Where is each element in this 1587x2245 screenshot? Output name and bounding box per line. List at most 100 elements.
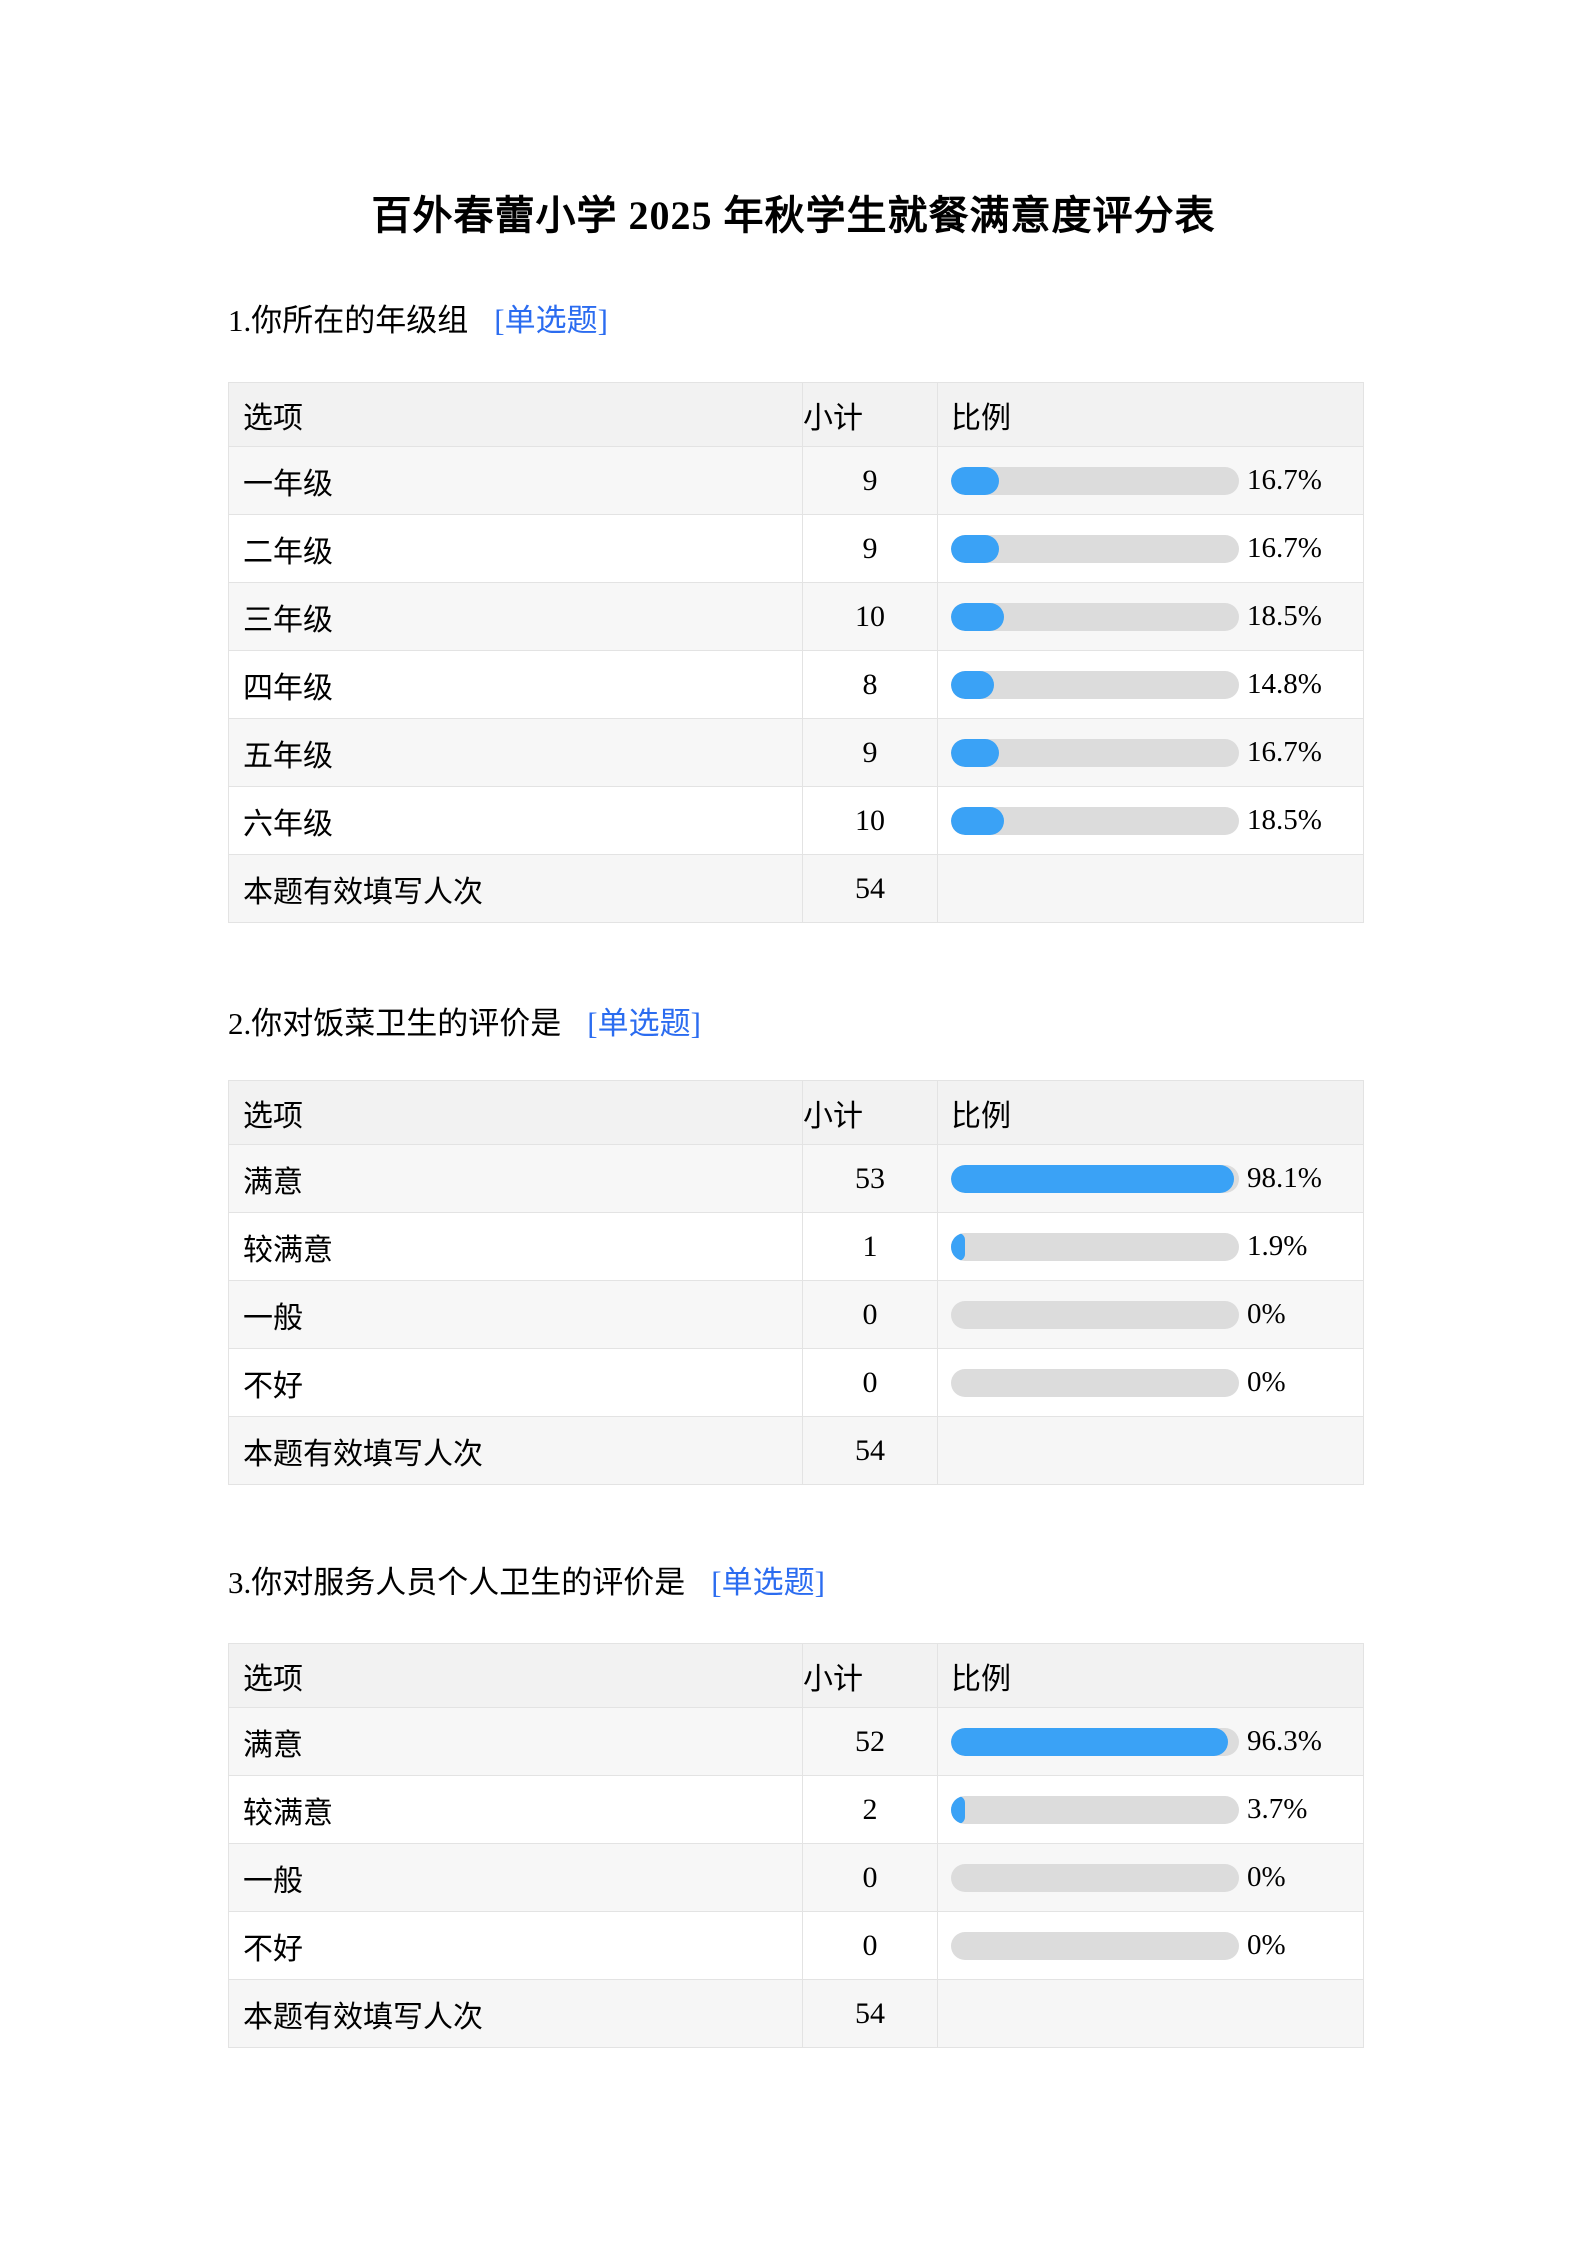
header-ratio: 比例	[937, 1643, 1364, 1708]
ratio-cell: 18.5%	[937, 582, 1364, 651]
count-value: 9	[802, 718, 938, 787]
header-option: 选项	[228, 1080, 803, 1145]
ratio-bar-track	[951, 1232, 1239, 1261]
ratio-bar-track	[951, 1368, 1239, 1397]
summary-ratio-empty-cell	[937, 1979, 1364, 2048]
option-label: 四年级	[228, 650, 803, 719]
option-label: 较满意	[228, 1212, 803, 1281]
table-row: 四年级 8 14.8%	[228, 650, 1364, 719]
header-count: 小计	[802, 382, 938, 447]
question-3-type-link[interactable]: [单选题]	[711, 1565, 825, 1600]
option-label: 较满意	[228, 1775, 803, 1844]
ratio-bar-fill	[951, 806, 1005, 835]
ratio-percent-label: 14.8%	[1247, 668, 1322, 700]
ratio-percent-label: 0%	[1247, 1861, 1286, 1893]
option-label: 一般	[228, 1280, 803, 1349]
table-row: 六年级 10 18.5%	[228, 786, 1364, 855]
table-row: 较满意 2 3.7%	[228, 1775, 1364, 1844]
question-2-title: 2.你对饭菜卫生的评价是	[228, 1006, 562, 1041]
ratio-bar-track	[951, 1164, 1239, 1193]
table-row: 不好 0 0%	[228, 1911, 1364, 1980]
table-summary-row: 本题有效填写人次 54	[228, 1979, 1364, 2048]
question-block-2: 2.你对饭菜卫生的评价是 [单选题] 选项 小计 比例 满意 53 98.1%	[228, 1003, 1364, 1485]
count-value: 9	[802, 514, 938, 583]
ratio-bar-track	[951, 466, 1239, 495]
table-row: 较满意 1 1.9%	[228, 1212, 1364, 1281]
table-row: 满意 52 96.3%	[228, 1707, 1364, 1776]
ratio-bar-fill	[951, 1795, 965, 1824]
question-block-1: 1.你所在的年级组 [单选题] 选项 小计 比例 一年级 9 16.7%	[228, 300, 1364, 923]
ratio-bar-fill	[951, 534, 1000, 563]
table-header-row: 选项 小计 比例	[228, 382, 1364, 447]
count-value: 9	[802, 446, 938, 515]
ratio-bar-track	[951, 1727, 1239, 1756]
summary-ratio-empty-cell	[937, 854, 1364, 923]
question-1-type-link[interactable]: [单选题]	[494, 303, 608, 338]
ratio-bar-track	[951, 1863, 1239, 1892]
ratio-cell: 0%	[937, 1348, 1364, 1417]
option-label: 三年级	[228, 582, 803, 651]
question-2-heading: 2.你对饭菜卫生的评价是 [单选题]	[228, 1003, 1363, 1045]
ratio-cell: 1.9%	[937, 1212, 1364, 1281]
summary-ratio-empty-cell	[937, 1416, 1364, 1485]
ratio-cell: 18.5%	[937, 786, 1364, 855]
ratio-percent-label: 16.7%	[1247, 532, 1322, 564]
ratio-percent-label: 98.1%	[1247, 1162, 1322, 1194]
count-value: 10	[802, 786, 938, 855]
option-label: 五年级	[228, 718, 803, 787]
header-count: 小计	[802, 1080, 938, 1145]
option-label: 满意	[228, 1707, 803, 1776]
ratio-bar-track	[951, 1300, 1239, 1329]
ratio-percent-label: 0%	[1247, 1298, 1286, 1330]
question-3-heading: 3.你对服务人员个人卫生的评价是 [单选题]	[228, 1562, 1363, 1604]
count-value: 8	[802, 650, 938, 719]
ratio-bar-fill	[951, 602, 1005, 631]
table-row: 二年级 9 16.7%	[228, 514, 1364, 583]
option-label: 六年级	[228, 786, 803, 855]
ratio-cell: 16.7%	[937, 514, 1364, 583]
ratio-percent-label: 18.5%	[1247, 600, 1322, 632]
ratio-percent-label: 18.5%	[1247, 804, 1322, 836]
summary-label: 本题有效填写人次	[228, 1416, 803, 1485]
option-label: 一般	[228, 1843, 803, 1912]
question-2-type-link[interactable]: [单选题]	[587, 1006, 701, 1041]
table-row: 五年级 9 16.7%	[228, 718, 1364, 787]
ratio-percent-label: 3.7%	[1247, 1793, 1308, 1825]
ratio-bar-track	[951, 738, 1239, 767]
count-value: 10	[802, 582, 938, 651]
ratio-percent-label: 16.7%	[1247, 464, 1322, 496]
option-label: 不好	[228, 1348, 803, 1417]
count-value: 1	[802, 1212, 938, 1281]
ratio-bar-track	[951, 806, 1239, 835]
ratio-percent-label: 0%	[1247, 1929, 1286, 1961]
ratio-bar-fill	[951, 738, 1000, 767]
count-value: 0	[802, 1280, 938, 1349]
header-option: 选项	[228, 382, 803, 447]
ratio-percent-label: 1.9%	[1247, 1230, 1308, 1262]
ratio-bar-track	[951, 534, 1239, 563]
question-1-table: 选项 小计 比例 一年级 9 16.7% 二年级 9	[228, 382, 1364, 923]
header-count: 小计	[802, 1643, 938, 1708]
count-value: 52	[802, 1707, 938, 1776]
ratio-bar-fill	[951, 1727, 1229, 1756]
header-option: 选项	[228, 1643, 803, 1708]
ratio-cell: 0%	[937, 1911, 1364, 1980]
question-3-title: 3.你对服务人员个人卫生的评价是	[228, 1565, 686, 1600]
ratio-percent-label: 0%	[1247, 1366, 1286, 1398]
table-row: 满意 53 98.1%	[228, 1144, 1364, 1213]
ratio-bar-fill	[951, 670, 994, 699]
option-label: 不好	[228, 1911, 803, 1980]
option-label: 一年级	[228, 446, 803, 515]
summary-total: 54	[802, 854, 938, 923]
ratio-bar-track	[951, 1795, 1239, 1824]
table-header-row: 选项 小计 比例	[228, 1080, 1364, 1145]
ratio-bar-fill	[951, 1232, 965, 1261]
ratio-bar-fill	[951, 466, 1000, 495]
question-2-table: 选项 小计 比例 满意 53 98.1% 较满意 1	[228, 1080, 1364, 1485]
option-label: 二年级	[228, 514, 803, 583]
ratio-cell: 96.3%	[937, 1707, 1364, 1776]
ratio-cell: 0%	[937, 1280, 1364, 1349]
ratio-percent-label: 16.7%	[1247, 736, 1322, 768]
table-row: 一般 0 0%	[228, 1280, 1364, 1349]
table-row: 不好 0 0%	[228, 1348, 1364, 1417]
